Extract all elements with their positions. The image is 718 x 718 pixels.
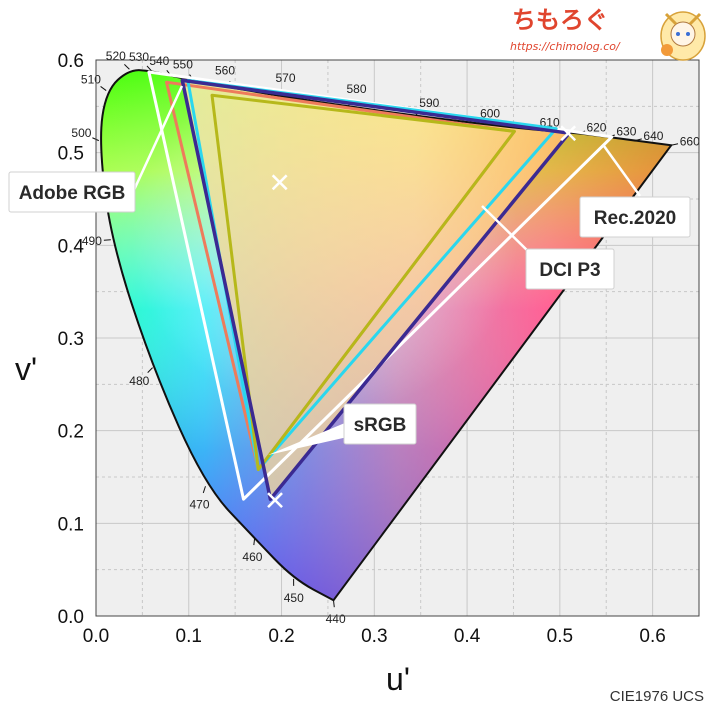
wavelength-label: 450 [284, 591, 304, 605]
wavelength-label: 480 [129, 374, 149, 388]
y-tick-label: 0.3 [58, 329, 84, 350]
wavelength-label: 570 [275, 71, 295, 85]
gamut-triangles [147, 70, 614, 501]
x-tick-label: 0.2 [268, 626, 294, 647]
callout-adobe-rgb-label: Adobe RGB [19, 183, 126, 204]
x-tick-label: 0.6 [639, 626, 665, 647]
callout-rec2020-label: Rec.2020 [594, 208, 676, 229]
white-point-markers [267, 125, 577, 509]
wavelength-tick [124, 64, 130, 70]
wavelength-label: 660 [680, 134, 700, 148]
x-tick-label: 0.5 [547, 626, 573, 647]
x-tick-label: 0.1 [176, 626, 202, 647]
y-tick-label: 0.6 [58, 51, 84, 72]
wavelength-label: 490 [82, 234, 102, 248]
site-logo: ちもろぐ https://chimolog.co/ [510, 6, 706, 61]
y-tick-label: 0.0 [58, 607, 84, 628]
callout-srgb: sRGB [268, 403, 417, 455]
wavelength-tick [147, 367, 153, 373]
x-marker [271, 174, 288, 191]
mascot-icon [660, 11, 706, 61]
y-tick-label: 0.2 [58, 422, 84, 443]
wavelength-label: 600 [480, 107, 500, 121]
wavelength-tick [253, 538, 256, 546]
wavelength-label: 510 [81, 72, 101, 86]
wavelength-label: 590 [419, 96, 439, 110]
wavelength-tick [332, 600, 335, 608]
x-marker [560, 125, 577, 142]
wavelength-tick [634, 138, 642, 142]
wavelength-label: 470 [190, 497, 210, 511]
plot-frame [95, 59, 700, 617]
logo-url: https://chimolog.co/ [510, 40, 621, 53]
callout-rec2020: Rec.2020 [579, 145, 691, 238]
gamut-display [180, 78, 571, 501]
wavelength-tick [100, 86, 107, 91]
y-axis-title: v' [15, 351, 37, 387]
callout-dci-p3: DCI P3 [481, 205, 615, 290]
wavelength-label: 630 [616, 125, 636, 139]
x-tick-label: 0.3 [361, 626, 387, 647]
callout-srgb-label: sRGB [354, 415, 407, 436]
wavelength-label: 500 [71, 126, 91, 140]
y-tick-label: 0.5 [58, 144, 84, 165]
wavelength-label: 640 [643, 129, 663, 143]
wavelength-label: 560 [215, 63, 235, 77]
wavelength-label: 620 [586, 120, 606, 134]
wavelength-label: 520 [106, 49, 126, 63]
wavelength-label: 580 [347, 82, 367, 96]
wavelength-label: 460 [242, 550, 262, 564]
x-axis-title: u' [386, 661, 410, 697]
y-tick-label: 0.1 [58, 514, 84, 535]
wavelength-tick [202, 486, 206, 494]
callout-dci-p3-label: DCI P3 [539, 260, 600, 281]
wavelength-label: 540 [149, 54, 169, 68]
x-axis-ticks: 0.0 0.1 0.2 0.3 0.4 0.5 0.6 [83, 626, 666, 647]
gamut-srgb [210, 93, 516, 472]
y-axis-ticks: 0.0 0.1 0.2 0.3 0.4 0.5 0.6 [58, 51, 85, 628]
wavelength-tick [671, 143, 679, 146]
x-tick-label: 0.0 [83, 626, 109, 647]
wavelength-tick [103, 239, 111, 241]
wavelength-tick [146, 65, 153, 72]
wavelength-label: 530 [129, 50, 149, 64]
x-marker [267, 492, 283, 509]
y-tick-label: 0.4 [58, 236, 85, 257]
footer-caption: CIE1976 UCS [610, 688, 704, 705]
wavelength-label: 550 [173, 58, 193, 72]
x-tick-label: 0.4 [454, 626, 481, 647]
callout-adobe-rgb: Adobe RGB [8, 85, 184, 213]
wavelength-label: 440 [326, 612, 346, 626]
logo-title: ちもろぐ [512, 6, 608, 34]
